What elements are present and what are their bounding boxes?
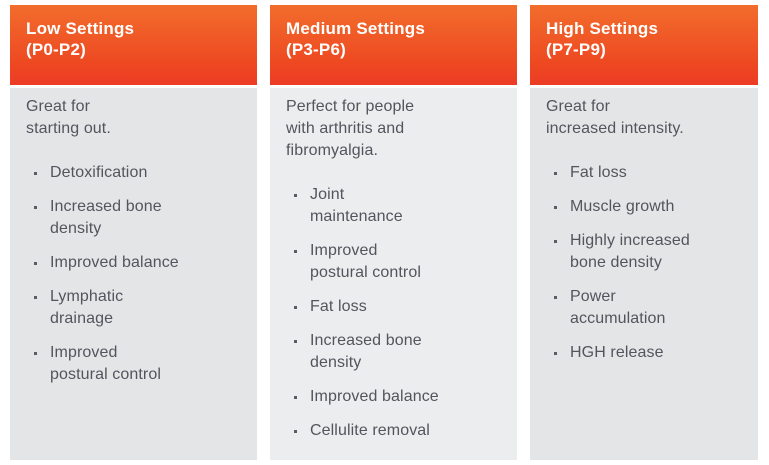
bullet-icon: [34, 352, 37, 355]
bullet-icon: [294, 396, 297, 399]
benefit-label: Increased bone density: [310, 332, 422, 371]
column-header-low: Low Settings (P0-P2): [10, 5, 257, 85]
column-medium-settings: Medium Settings (P3-P6) Perfect for peop…: [270, 5, 517, 460]
bullet-icon: [34, 262, 37, 265]
column-title: Medium Settings: [286, 19, 426, 38]
column-body-high: Great for increased intensity. Fat loss …: [530, 88, 758, 460]
column-description: Great for starting out.: [26, 98, 111, 137]
bullet-icon: [34, 206, 37, 209]
benefit-item: HGH release: [546, 342, 746, 364]
column-low-settings: Low Settings (P0-P2) Great for starting …: [10, 5, 257, 460]
benefit-label: Improved postural control: [310, 242, 421, 281]
bullet-icon: [554, 296, 557, 299]
benefit-label: Improved balance: [310, 388, 439, 405]
benefit-label: Lymphatic drainage: [50, 288, 124, 327]
column-body-medium: Perfect for people with arthritis and fi…: [270, 88, 517, 460]
benefit-item: Power accumulation: [546, 286, 746, 330]
benefit-item: Muscle growth: [546, 196, 746, 218]
benefit-item: Improved postural control: [26, 342, 245, 386]
column-header-medium: Medium Settings (P3-P6): [270, 5, 517, 85]
benefit-label: Fat loss: [570, 164, 627, 181]
benefit-item: Improved balance: [26, 252, 245, 274]
bullet-icon: [554, 240, 557, 243]
benefit-label: Joint maintenance: [310, 186, 403, 225]
bullet-icon: [34, 172, 37, 175]
benefit-label: Muscle growth: [570, 198, 675, 215]
column-range: (P3-P6): [286, 40, 346, 59]
benefit-label: Fat loss: [310, 298, 367, 315]
benefit-item: Joint maintenance: [286, 184, 505, 228]
column-high-settings: High Settings (P7-P9) Great for increase…: [530, 5, 758, 460]
benefit-item: Fat loss: [286, 296, 505, 318]
bullet-icon: [294, 194, 297, 197]
benefit-label: Improved balance: [50, 254, 179, 271]
bullet-icon: [294, 306, 297, 309]
benefit-label: Cellulite removal: [310, 422, 430, 439]
benefits-list-low: Detoxification Increased bone density Im…: [26, 162, 245, 386]
benefit-label: Power accumulation: [570, 288, 666, 327]
benefit-item: Increased bone density: [286, 330, 505, 374]
benefit-item: Fat loss: [546, 162, 746, 184]
bullet-icon: [554, 206, 557, 209]
bullet-icon: [294, 340, 297, 343]
column-body-low: Great for starting out. Detoxification I…: [10, 88, 257, 460]
benefit-label: Highly increased bone density: [570, 232, 690, 271]
benefit-item: Increased bone density: [26, 196, 245, 240]
benefits-list-medium: Joint maintenance Improved postural cont…: [286, 184, 505, 442]
bullet-icon: [294, 430, 297, 433]
bullet-icon: [34, 296, 37, 299]
benefit-item: Improved postural control: [286, 240, 505, 284]
bullet-icon: [294, 250, 297, 253]
benefit-item: Detoxification: [26, 162, 245, 184]
benefits-list-high: Fat loss Muscle growth Highly increased …: [546, 162, 746, 364]
benefit-label: Improved postural control: [50, 344, 161, 383]
benefit-label: HGH release: [570, 344, 664, 361]
bullet-icon: [554, 352, 557, 355]
benefit-item: Improved balance: [286, 386, 505, 408]
benefit-item: Lymphatic drainage: [26, 286, 245, 330]
column-range: (P0-P2): [26, 40, 86, 59]
benefit-label: Increased bone density: [50, 198, 162, 237]
benefit-label: Detoxification: [50, 164, 148, 181]
column-range: (P7-P9): [546, 40, 606, 59]
column-header-high: High Settings (P7-P9): [530, 5, 758, 85]
column-title: Low Settings: [26, 19, 135, 38]
column-description: Perfect for people with arthritis and fi…: [286, 98, 415, 159]
benefit-item: Highly increased bone density: [546, 230, 746, 274]
bullet-icon: [554, 172, 557, 175]
benefit-item: Cellulite removal: [286, 420, 505, 442]
column-description: Great for increased intensity.: [546, 98, 684, 137]
column-title: High Settings: [546, 19, 659, 38]
